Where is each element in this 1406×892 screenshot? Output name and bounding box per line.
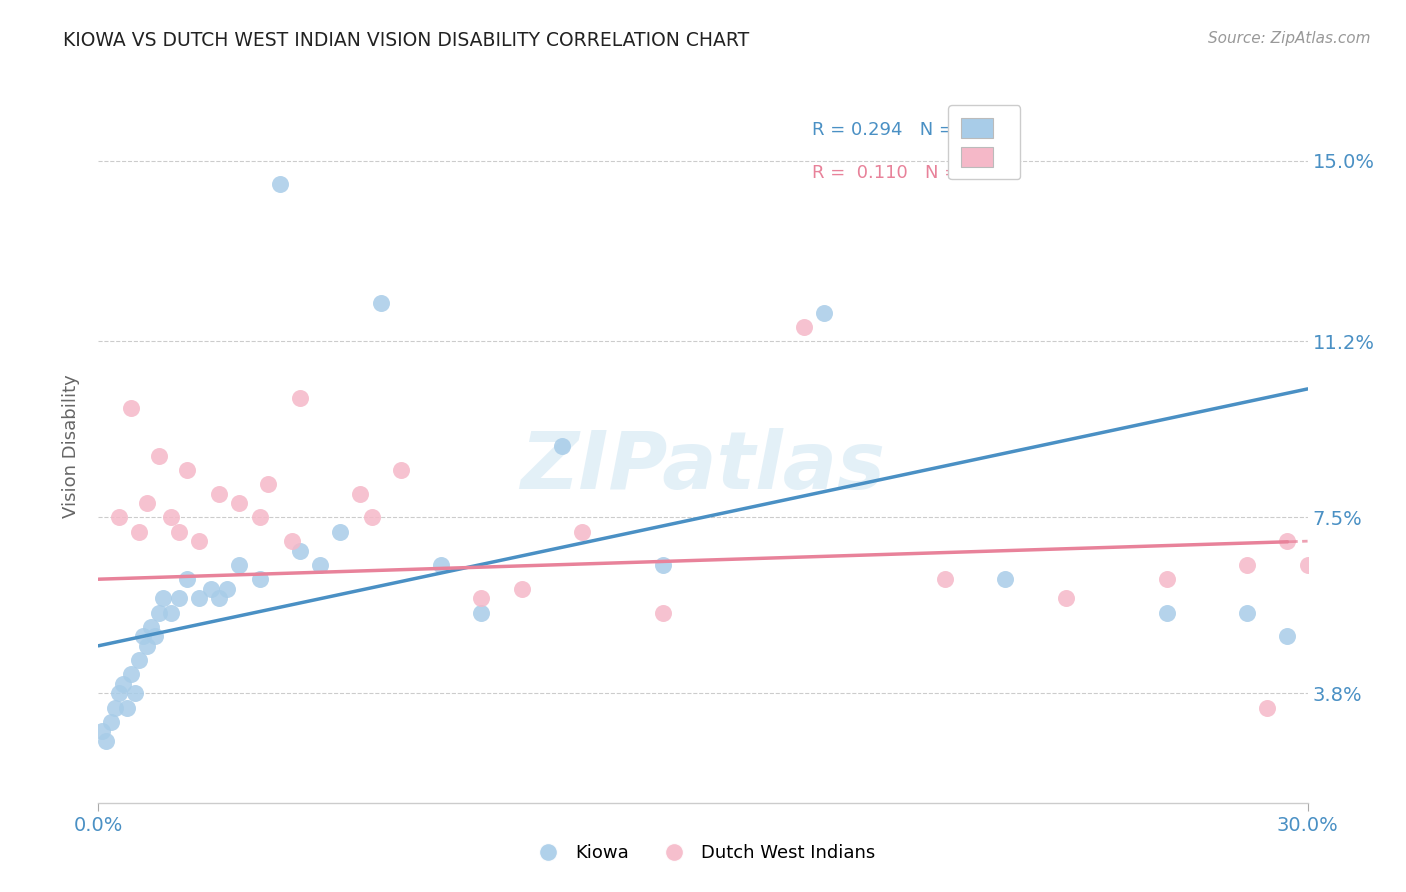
Point: [309, 558, 332, 572]
Point: [143, 629, 166, 643]
Point: [100, 714, 122, 729]
Point: [107, 686, 129, 700]
Point: [176, 572, 198, 586]
Point: [167, 524, 190, 539]
Point: [228, 558, 250, 572]
Point: [370, 296, 392, 310]
Point: [389, 463, 412, 477]
Point: [934, 572, 956, 586]
Text: R = 0.294   N = 39: R = 0.294 N = 39: [811, 121, 983, 139]
Point: [176, 463, 198, 477]
Point: [651, 606, 673, 620]
Point: [813, 306, 835, 320]
Point: [551, 439, 574, 453]
Text: Source: ZipAtlas.com: Source: ZipAtlas.com: [1208, 31, 1371, 46]
Point: [651, 558, 673, 572]
Point: [329, 524, 352, 539]
Point: [249, 572, 271, 586]
Point: [103, 700, 125, 714]
Point: [1054, 591, 1077, 606]
Point: [1236, 558, 1258, 572]
Point: [510, 582, 533, 596]
Point: [128, 653, 150, 667]
Point: [793, 320, 815, 334]
Point: [361, 510, 384, 524]
Point: [1156, 606, 1178, 620]
Point: [1236, 606, 1258, 620]
Point: [135, 496, 157, 510]
Point: [430, 558, 453, 572]
Legend: , : ,: [948, 105, 1021, 179]
Point: [288, 392, 311, 406]
Point: [1256, 700, 1278, 714]
Point: [208, 486, 231, 500]
Point: [120, 667, 142, 681]
Point: [249, 510, 271, 524]
Point: [188, 591, 211, 606]
Point: [288, 543, 311, 558]
Point: [128, 524, 150, 539]
Point: [470, 591, 492, 606]
Point: [107, 510, 129, 524]
Point: [96, 734, 118, 748]
Text: ZIPatlas: ZIPatlas: [520, 428, 886, 507]
Point: [167, 591, 190, 606]
Point: [1277, 629, 1299, 643]
Point: [152, 591, 174, 606]
Point: [256, 477, 278, 491]
Point: [148, 606, 170, 620]
Point: [132, 629, 155, 643]
Point: [994, 572, 1017, 586]
Point: [124, 686, 146, 700]
Text: KIOWA VS DUTCH WEST INDIAN VISION DISABILITY CORRELATION CHART: KIOWA VS DUTCH WEST INDIAN VISION DISABI…: [63, 31, 749, 50]
Point: [160, 606, 183, 620]
Point: [111, 677, 134, 691]
Text: R =  0.110   N = 30: R = 0.110 N = 30: [811, 164, 987, 182]
Point: [470, 606, 492, 620]
Point: [1156, 572, 1178, 586]
Point: [120, 401, 142, 415]
Point: [269, 178, 291, 192]
Y-axis label: Vision Disability: Vision Disability: [62, 374, 80, 518]
Point: [571, 524, 593, 539]
Point: [349, 486, 371, 500]
Point: [160, 510, 183, 524]
Point: [139, 620, 162, 634]
Point: [217, 582, 239, 596]
Point: [188, 534, 211, 549]
Point: [228, 496, 250, 510]
Point: [148, 449, 170, 463]
Point: [135, 639, 157, 653]
Point: [1277, 534, 1299, 549]
Point: [1296, 558, 1319, 572]
Point: [200, 582, 222, 596]
Point: [91, 724, 114, 739]
Legend: Kiowa, Dutch West Indians: Kiowa, Dutch West Indians: [523, 838, 883, 870]
Point: [208, 591, 231, 606]
Point: [281, 534, 304, 549]
Point: [115, 700, 138, 714]
